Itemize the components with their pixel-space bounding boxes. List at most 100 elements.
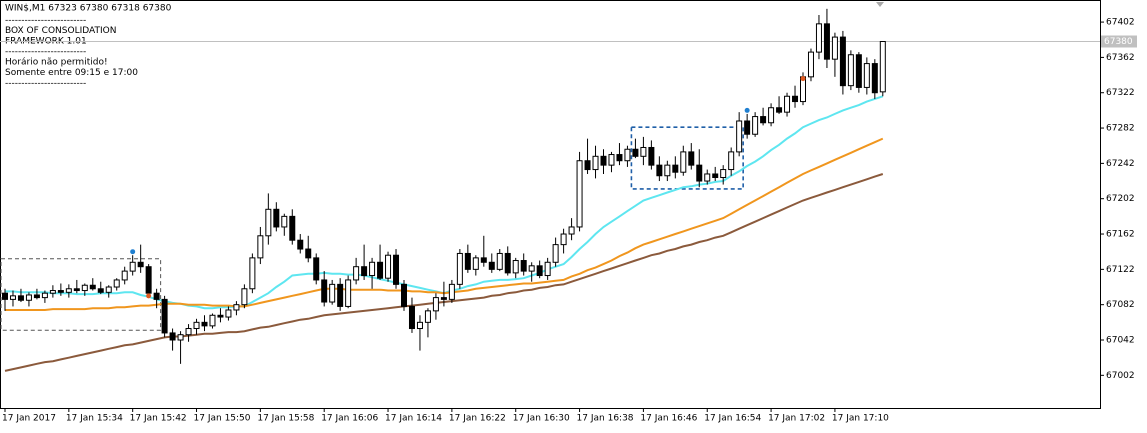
- candle-body: [225, 309, 232, 318]
- candle-body: [528, 265, 535, 272]
- signal-marker: [130, 249, 136, 255]
- x-tick-label: 17 Jan 16:38: [577, 414, 634, 424]
- candle-body: [664, 164, 671, 177]
- y-tick-label: 67042: [1106, 336, 1135, 346]
- candle-body: [480, 257, 487, 263]
- candle-body: [863, 63, 870, 88]
- candle-body: [2, 292, 8, 300]
- candle-body: [752, 116, 759, 135]
- candle-body: [584, 160, 591, 171]
- x-tick-label: 17 Jan 16:46: [640, 414, 697, 424]
- candle-body: [448, 283, 455, 300]
- candle-body: [137, 261, 144, 268]
- x-tick-label: 17 Jan 17:02: [768, 414, 825, 424]
- candle-body: [512, 260, 519, 274]
- y-tick-label: 67282: [1106, 124, 1135, 134]
- candle-body: [217, 314, 224, 318]
- candle-body: [209, 314, 216, 327]
- candle-body: [17, 295, 24, 301]
- candle-body: [600, 155, 607, 166]
- y-tick-label: 67202: [1106, 194, 1135, 204]
- candle-body: [504, 252, 511, 274]
- candle-body: [672, 164, 679, 173]
- candle-body: [353, 266, 360, 281]
- candle-body: [233, 304, 240, 311]
- candle-body: [329, 283, 336, 303]
- candle-body: [385, 254, 392, 279]
- candle-body: [760, 116, 767, 124]
- candle-body: [712, 173, 719, 179]
- candle-body: [464, 252, 471, 270]
- candle-body: [249, 257, 256, 290]
- candle-body: [41, 292, 48, 299]
- info-line: -------------------------: [5, 47, 86, 57]
- candle-body: [640, 146, 647, 157]
- candle-body: [408, 305, 415, 330]
- x-tick-label: 17 Jan 16:22: [449, 414, 506, 424]
- candle-body: [720, 169, 727, 179]
- shift-marker: [876, 2, 884, 7]
- candle-body: [177, 334, 184, 341]
- candle-body: [728, 151, 735, 171]
- info-line: Somente entre 09:15 e 17:00: [5, 68, 138, 78]
- y-tick-label: 67242: [1106, 159, 1135, 169]
- x-tick-label: 17 Jan 15:42: [130, 414, 187, 424]
- chart-title: WIN$,M1 67323 67380 67318 67380: [5, 4, 172, 14]
- candle-body: [855, 54, 862, 88]
- candle-body: [33, 294, 40, 299]
- candle-body: [736, 120, 743, 153]
- candle-body: [257, 235, 264, 259]
- info-line: -------------------------: [5, 16, 86, 26]
- candle-body: [129, 261, 136, 272]
- y-tick-label: 67322: [1106, 88, 1135, 98]
- candle-body: [121, 270, 128, 281]
- candle-body: [592, 155, 599, 171]
- candle-body: [377, 261, 384, 279]
- candle-body: [416, 321, 423, 330]
- candle-body: [65, 288, 72, 293]
- candle-body: [25, 294, 32, 301]
- signal-marker: [146, 293, 152, 299]
- candle-body: [185, 328, 192, 336]
- candle-body: [520, 260, 527, 272]
- signal-marker: [744, 107, 750, 113]
- candle-body: [313, 257, 320, 281]
- candle-body: [105, 286, 112, 293]
- candle-body: [337, 283, 344, 307]
- candle-body: [49, 290, 56, 294]
- candle-body: [496, 252, 503, 270]
- candle-body: [688, 151, 695, 166]
- y-tick-label: 67362: [1106, 53, 1135, 63]
- candle-body: [807, 51, 814, 78]
- info-line: BOX OF CONSOLIDATION: [5, 26, 116, 36]
- candle-body: [472, 257, 479, 270]
- candle-body: [432, 297, 439, 312]
- candle-body: [488, 261, 495, 270]
- candle-body: [345, 279, 352, 307]
- candle-body: [424, 310, 431, 323]
- y-tick-label: 67002: [1106, 371, 1135, 381]
- candle-body: [361, 266, 368, 277]
- candle-body: [97, 288, 104, 293]
- candle-body: [768, 107, 775, 124]
- candle-body: [113, 279, 120, 288]
- info-line: -------------------------: [5, 79, 86, 89]
- candle-body: [9, 295, 16, 300]
- candle-body: [624, 148, 631, 162]
- x-tick-label: 17 Jan 17:10: [832, 414, 889, 424]
- candle-body: [792, 95, 799, 103]
- candle-body: [201, 321, 208, 327]
- candle-body: [815, 23, 822, 53]
- candle-body: [680, 151, 687, 173]
- candle-body: [560, 233, 567, 246]
- last-price-box: [1101, 35, 1137, 48]
- x-tick-label: 17 Jan 15:34: [66, 414, 123, 424]
- candle-body: [871, 63, 878, 94]
- x-tick-label: 17 Jan 16:14: [385, 414, 442, 424]
- candle-body: [193, 321, 200, 330]
- candle-body: [145, 266, 152, 294]
- candle-body: [393, 254, 400, 285]
- candle-body: [608, 154, 615, 166]
- candle-body: [241, 288, 248, 306]
